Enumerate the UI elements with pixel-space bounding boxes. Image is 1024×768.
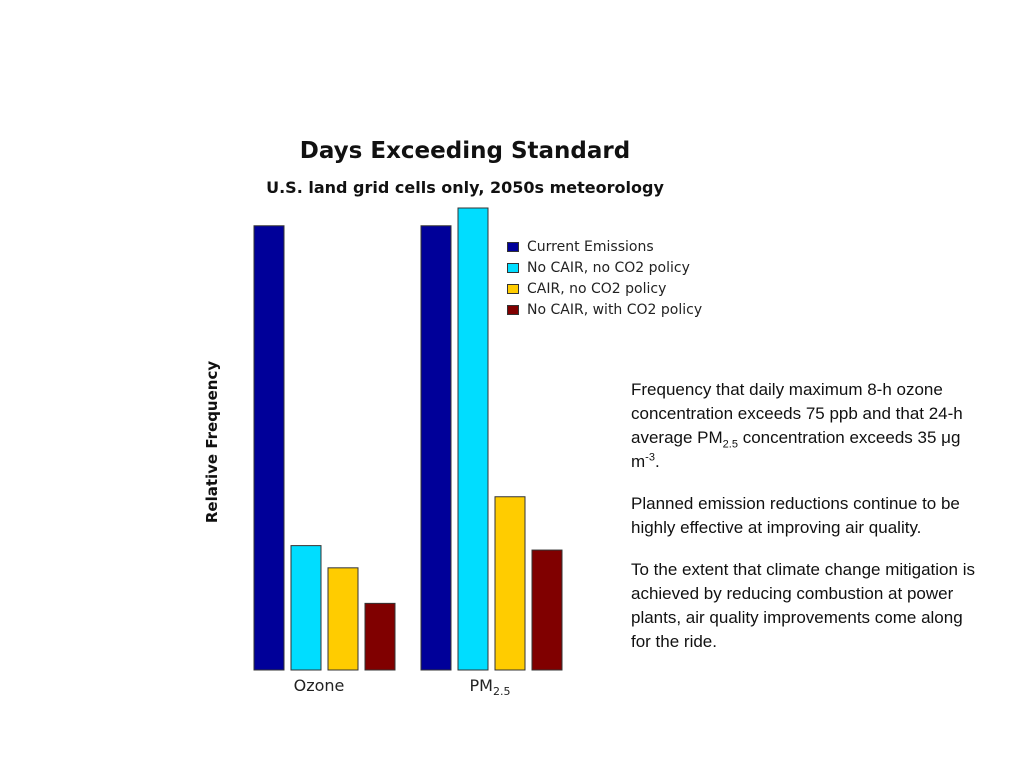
bar-ozone-series-2 xyxy=(290,545,322,671)
notes-panel: Frequency that daily maximum 8-h ozone c… xyxy=(631,378,981,672)
bar-ozone-series-3 xyxy=(327,567,359,671)
x-tick-label-ozone: Ozone xyxy=(293,676,345,695)
note-paragraph-2: Planned emission reductions continue to … xyxy=(631,494,960,537)
bar-pm25-series-3 xyxy=(494,496,526,671)
bar-pm25-series-4 xyxy=(531,549,563,671)
legend-label: CAIR, no CO2 policy xyxy=(527,280,667,297)
legend-label: No CAIR, no CO2 policy xyxy=(527,259,690,276)
bar-ozone-series-4 xyxy=(364,602,396,671)
chart-subtitle: U.S. land grid cells only, 2050s meteoro… xyxy=(266,178,664,197)
legend-item: No CAIR, no CO2 policy xyxy=(507,257,702,278)
bar-pm25-series-2 xyxy=(457,207,489,671)
chart-title: Days Exceeding Standard xyxy=(299,138,631,164)
legend-swatch xyxy=(507,283,519,294)
legend-swatch xyxy=(507,262,519,273)
x-tick-label-pm25: PM2.5 xyxy=(469,676,511,699)
legend-item: Current Emissions xyxy=(507,236,702,257)
bar-ozone-series-1 xyxy=(253,225,285,671)
legend-item: No CAIR, with CO2 policy xyxy=(507,299,702,320)
legend-item: CAIR, no CO2 policy xyxy=(507,278,702,299)
legend-swatch xyxy=(507,241,519,252)
chart-legend: Current Emissions No CAIR, no CO2 policy… xyxy=(507,236,702,320)
legend-label: No CAIR, with CO2 policy xyxy=(527,301,703,318)
bar-pm25-series-1 xyxy=(420,225,452,671)
note-paragraph-1: Frequency that daily maximum 8-h ozone c… xyxy=(631,380,963,471)
note-paragraph-3: To the extent that climate change mitiga… xyxy=(631,560,975,651)
legend-swatch xyxy=(507,304,519,315)
legend-label: Current Emissions xyxy=(527,238,654,255)
